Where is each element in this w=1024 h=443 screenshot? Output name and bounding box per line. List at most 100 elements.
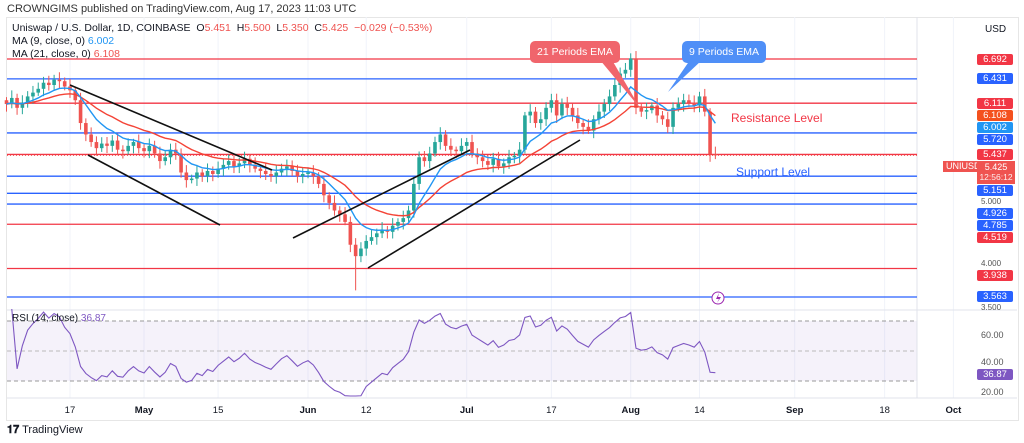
candle[interactable] — [353, 238, 358, 291]
candle[interactable] — [417, 151, 421, 190]
candle[interactable] — [285, 159, 289, 177]
candle[interactable] — [136, 134, 141, 154]
candle[interactable] — [364, 235, 369, 256]
candle[interactable] — [200, 169, 205, 182]
candle[interactable] — [512, 151, 517, 164]
candle[interactable] — [713, 146, 718, 160]
candle[interactable] — [697, 91, 702, 113]
candle[interactable] — [131, 138, 136, 154]
candle[interactable] — [702, 88, 707, 117]
candle[interactable] — [639, 103, 644, 117]
candle[interactable] — [634, 51, 638, 115]
candle[interactable] — [517, 142, 522, 163]
candle[interactable] — [115, 133, 120, 156]
candle[interactable] — [258, 165, 263, 179]
candle[interactable] — [306, 167, 310, 179]
candle[interactable] — [549, 93, 554, 113]
candle[interactable] — [533, 107, 538, 128]
candle[interactable] — [327, 192, 331, 210]
candle[interactable] — [628, 53, 633, 77]
candle[interactable] — [158, 146, 162, 169]
candle[interactable] — [427, 146, 432, 169]
candle[interactable] — [538, 112, 543, 130]
candle[interactable] — [142, 144, 146, 158]
candle[interactable] — [300, 167, 305, 184]
ema21-callout[interactable]: 21 Periods EMA — [530, 41, 620, 63]
candle[interactable] — [269, 170, 273, 182]
candle[interactable] — [554, 93, 559, 124]
candle[interactable] — [57, 72, 62, 89]
desc-channel-lower[interactable] — [87, 154, 221, 226]
candle[interactable] — [369, 230, 374, 245]
candle[interactable] — [475, 148, 480, 165]
candle[interactable] — [9, 90, 14, 109]
candle[interactable] — [4, 97, 9, 112]
candle[interactable] — [84, 118, 88, 142]
candle[interactable] — [152, 140, 157, 158]
resistance-label[interactable]: Resistance Level — [731, 111, 823, 125]
candle[interactable] — [322, 176, 326, 203]
candle[interactable] — [189, 174, 194, 184]
candle[interactable] — [385, 225, 390, 239]
candle[interactable] — [406, 205, 411, 222]
ma21-legend[interactable]: MA (21, close, 0) 6.108 — [12, 48, 432, 61]
candle[interactable] — [205, 163, 210, 183]
candle[interactable] — [449, 138, 453, 157]
candle[interactable] — [232, 154, 236, 174]
candle[interactable] — [359, 242, 363, 263]
candle[interactable] — [290, 160, 294, 177]
candle[interactable] — [708, 108, 712, 162]
candle[interactable] — [99, 137, 104, 152]
asc-channel-lower[interactable] — [367, 139, 581, 269]
candle[interactable] — [295, 164, 300, 183]
candle[interactable] — [274, 165, 279, 184]
candle[interactable] — [602, 98, 607, 118]
candle[interactable] — [613, 78, 617, 101]
asc-channel-upper[interactable] — [292, 149, 471, 239]
candle[interactable] — [78, 92, 83, 130]
candle[interactable] — [52, 74, 56, 92]
candle[interactable] — [332, 195, 337, 216]
candle[interactable] — [263, 163, 268, 180]
currency-label[interactable]: USD — [985, 24, 1007, 35]
candle[interactable] — [660, 110, 665, 125]
candle[interactable] — [163, 151, 167, 166]
candle[interactable] — [195, 164, 199, 186]
candle[interactable] — [110, 135, 115, 152]
candle[interactable] — [105, 137, 109, 154]
candle[interactable] — [121, 145, 125, 159]
candle[interactable] — [591, 115, 596, 139]
candle[interactable] — [375, 228, 379, 245]
candle[interactable] — [179, 148, 183, 178]
candle[interactable] — [528, 104, 533, 124]
ma9-legend[interactable]: MA (9, close, 0) 6.002 — [12, 35, 432, 48]
candle[interactable] — [570, 103, 575, 122]
candle[interactable] — [422, 150, 427, 167]
candle[interactable] — [523, 111, 527, 154]
candle[interactable] — [36, 82, 41, 96]
candle[interactable] — [25, 91, 30, 108]
rsi-legend[interactable]: RSI (14, close) 36.87 — [12, 313, 106, 324]
candle[interactable] — [560, 98, 564, 120]
candle[interactable] — [348, 216, 353, 253]
candle[interactable] — [644, 102, 649, 120]
candle[interactable] — [692, 95, 696, 113]
candle[interactable] — [623, 62, 628, 78]
candle[interactable] — [433, 136, 437, 157]
candle[interactable] — [147, 138, 152, 159]
candle[interactable] — [687, 94, 691, 108]
candle[interactable] — [390, 218, 395, 239]
candle[interactable] — [438, 127, 443, 150]
candle[interactable] — [89, 127, 93, 147]
candle[interactable] — [597, 104, 601, 125]
symbol-title[interactable]: Uniswap / U.S. Dollar, 1D, COINBASE — [12, 22, 191, 34]
support-label[interactable]: Support Level — [736, 165, 811, 179]
ema9-callout[interactable]: 9 Periods EMA — [682, 41, 767, 63]
candle[interactable] — [671, 102, 675, 135]
candle[interactable] — [73, 86, 78, 105]
candle[interactable] — [184, 165, 189, 188]
candle[interactable] — [459, 138, 464, 156]
candle[interactable] — [665, 112, 670, 133]
candle[interactable] — [480, 150, 485, 168]
